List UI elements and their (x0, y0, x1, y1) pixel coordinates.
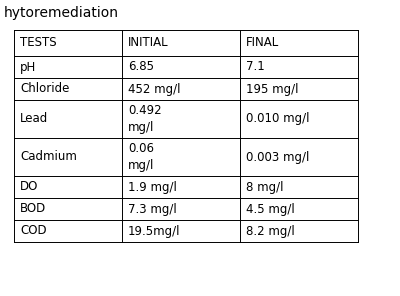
Text: 6.85: 6.85 (128, 60, 154, 73)
Text: 1.9 mg/l: 1.9 mg/l (128, 181, 177, 194)
Text: TESTS: TESTS (20, 36, 57, 49)
Text: DO: DO (20, 181, 38, 194)
Text: INITIAL: INITIAL (128, 36, 169, 49)
Text: hytoremediation: hytoremediation (4, 6, 119, 20)
Text: 452 mg/l: 452 mg/l (128, 83, 180, 96)
Text: 7.1: 7.1 (246, 60, 265, 73)
Text: 195 mg/l: 195 mg/l (246, 83, 298, 96)
Text: pH: pH (20, 60, 36, 73)
Text: 8.2 mg/l: 8.2 mg/l (246, 224, 295, 237)
Text: Chloride: Chloride (20, 83, 69, 96)
Text: 7.3 mg/l: 7.3 mg/l (128, 202, 177, 215)
Text: 0.06
mg/l: 0.06 mg/l (128, 142, 154, 172)
Text: 4.5 mg/l: 4.5 mg/l (246, 202, 295, 215)
Text: Cadmium: Cadmium (20, 150, 77, 163)
Text: 0.003 mg/l: 0.003 mg/l (246, 150, 309, 163)
Text: COD: COD (20, 224, 47, 237)
Text: 8 mg/l: 8 mg/l (246, 181, 284, 194)
Text: 0.492
mg/l: 0.492 mg/l (128, 104, 162, 134)
Text: 19.5mg/l: 19.5mg/l (128, 224, 180, 237)
Text: FINAL: FINAL (246, 36, 279, 49)
Text: Lead: Lead (20, 112, 48, 126)
Text: 0.010 mg/l: 0.010 mg/l (246, 112, 310, 126)
Text: BOD: BOD (20, 202, 46, 215)
